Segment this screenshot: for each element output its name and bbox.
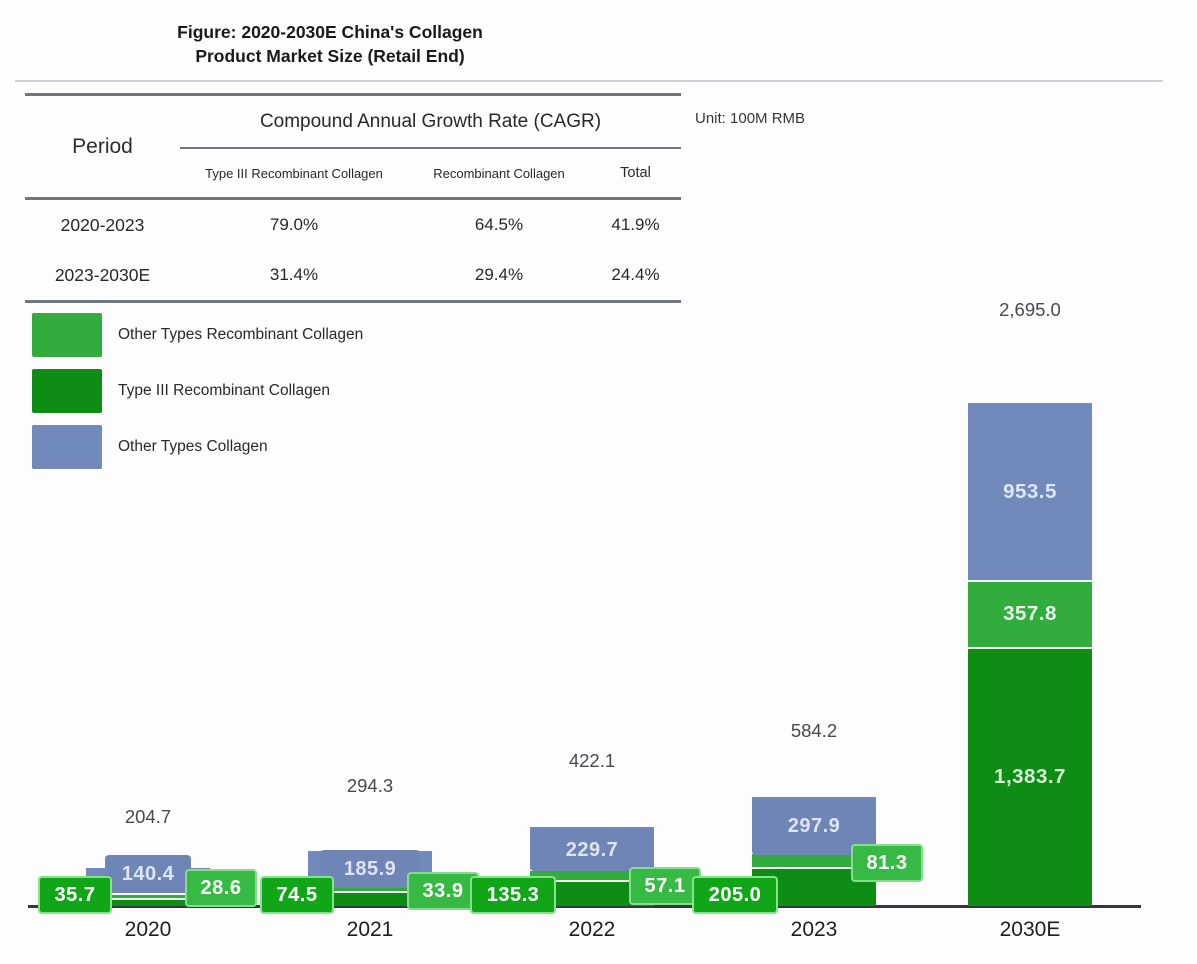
value-label-2020-other-types-collagen: 140.4 <box>105 855 191 893</box>
cagr-table: Period Compound Annual Growth Rate (CAGR… <box>25 93 681 303</box>
legend-item-other-recombinant: Other Types Recombinant Collagen <box>32 313 363 357</box>
legend-swatch-blue <box>32 425 102 469</box>
bar-segment-2030E-type-iii-recombinant-collagen <box>968 647 1092 906</box>
legend-label: Other Types Collagen <box>118 438 268 455</box>
x-axis-label-2020: 2020 <box>124 918 172 941</box>
legend-swatch-dark-green <box>32 369 102 413</box>
table-row-period: 2023-2030E <box>54 264 151 285</box>
segment-separator <box>968 646 1092 649</box>
total-label-2021: 294.3 <box>346 775 394 797</box>
bar-segment-2021-type-iii-recombinant-collagen <box>308 892 432 906</box>
legend-label: Other Types Recombinant Collagen <box>118 326 364 343</box>
bar-segment-2030E-other-types-collagen <box>968 403 1092 581</box>
table-subheader-recombinant: Recombinant Collagen <box>433 165 565 181</box>
chart-legend: Other Types Recombinant Collagen Type II… <box>32 313 363 481</box>
bar-segment-2020-other-types-recombinant-collagen <box>86 894 210 900</box>
unit-label: Unit: 100M RMB <box>695 110 806 127</box>
table-header-cagr: Compound Annual Growth Rate (CAGR) <box>180 96 681 149</box>
total-label-2030E: 2,695.0 <box>999 299 1061 321</box>
value-label-2023-other-types-recombinant-collagen: 81.3 <box>851 844 923 882</box>
value-label-2021-other-types-recombinant-collagen: 33.9 <box>407 872 479 910</box>
x-axis-label-2022: 2022 <box>568 918 616 941</box>
legend-label: Type III Recombinant Collagen <box>118 382 330 399</box>
legend-item-type-iii: Type III Recombinant Collagen <box>32 369 363 413</box>
value-label-2021-other-types-collagen: 185.9 <box>320 850 420 888</box>
segment-separator <box>86 893 210 895</box>
x-axis-label-2021: 2021 <box>346 918 394 941</box>
value-label-2022-other-types-collagen: 229.7 <box>530 828 654 872</box>
segment-separator <box>86 898 210 901</box>
value-label-2020-type-iii-recombinant-collagen: 35.7 <box>38 876 112 914</box>
bar-segment-2021-other-types-recombinant-collagen <box>308 885 432 893</box>
segment-separator <box>968 580 1092 582</box>
segment-separator <box>530 879 654 882</box>
table-header-period: Period <box>72 134 133 158</box>
bar-segment-2022-other-types-recombinant-collagen <box>530 870 654 881</box>
value-label-2030E-other-types-recombinant-collagen: 357.8 <box>1003 602 1057 626</box>
value-label-2023-type-iii-recombinant-collagen: 205.0 <box>692 876 778 914</box>
figure-title: Figure: 2020-2030E China's Collagen Prod… <box>130 20 530 68</box>
figure-title-line2: Product Market Size (Retail End) <box>195 46 465 66</box>
bar-segment-2023-other-types-recombinant-collagen <box>752 852 876 868</box>
value-label-2030E-other-types-collagen: 953.5 <box>1003 480 1057 504</box>
table-cell: 64.5% <box>408 197 590 250</box>
x-axis-line <box>28 905 1141 908</box>
separator-line <box>15 80 1163 82</box>
bar-segment-2020-type-iii-recombinant-collagen <box>86 899 210 906</box>
legend-item-other-collagen: Other Types Collagen <box>32 425 363 469</box>
value-label-2022-other-types-recombinant-collagen: 57.1 <box>629 867 701 905</box>
table-cell: 41.9% <box>590 197 681 250</box>
table-cell: 79.0% <box>180 197 408 250</box>
value-label-2020-other-types-recombinant-collagen: 28.6 <box>185 869 257 907</box>
x-axis-label-2023: 2023 <box>790 918 838 941</box>
total-label-2020: 204.7 <box>124 805 172 827</box>
table-subheader-type-iii: Type III Recombinant Collagen <box>205 165 383 181</box>
table-cell: 29.4% <box>474 265 524 284</box>
table-subheader-total: Total <box>620 165 651 181</box>
table-cell: 24.4% <box>611 265 660 284</box>
segment-separator <box>308 891 432 894</box>
table-cell: 31.4% <box>269 265 319 284</box>
total-label-2022: 422.1 <box>568 750 616 772</box>
value-label-2021-type-iii-recombinant-collagen: 74.5 <box>260 876 334 914</box>
total-label-2023: 584.2 <box>790 720 838 741</box>
x-axis-label-2030E: 2030E <box>999 918 1061 941</box>
value-label-2030E-type-iii-recombinant-collagen: 1,383.7 <box>994 764 1066 788</box>
legend-swatch-light-green <box>32 313 102 357</box>
figure-title-line1: Figure: 2020-2030E China's Collagen <box>177 22 483 42</box>
segment-separator <box>752 866 876 869</box>
table-row-period: 2020-2023 <box>25 197 180 250</box>
value-label-2022-type-iii-recombinant-collagen: 135.3 <box>470 876 556 914</box>
bar-segment-2030E-other-types-recombinant-collagen <box>968 581 1092 648</box>
